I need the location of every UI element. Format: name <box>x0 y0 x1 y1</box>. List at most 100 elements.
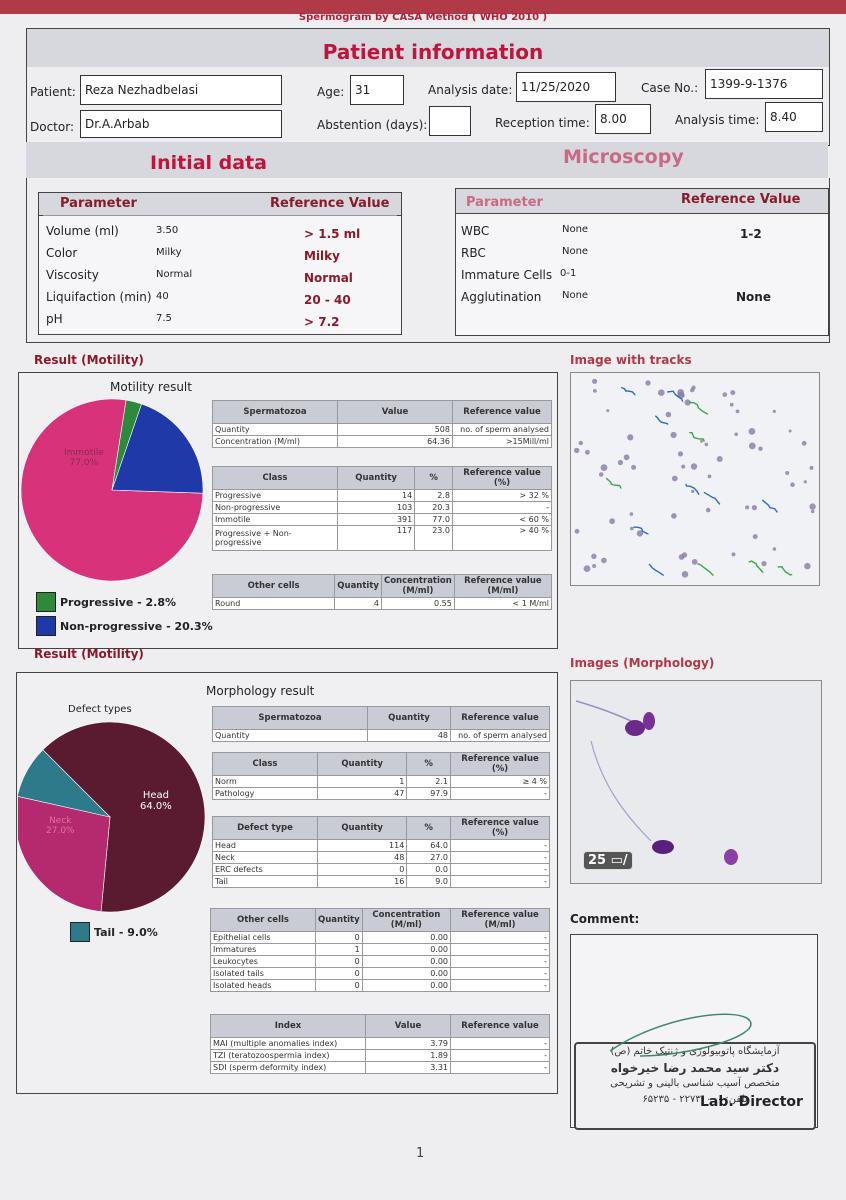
th-reference: Reference value <box>452 400 552 424</box>
cell-dot <box>623 454 630 461</box>
cell-dot <box>690 463 698 470</box>
cell-dot <box>574 447 580 454</box>
cell-ref: - <box>450 875 550 888</box>
cell-qty: 0 <box>315 955 363 968</box>
cell-value: 508 <box>337 423 453 436</box>
cell-qty: 47 <box>316 787 408 800</box>
cell-value: 1.89 <box>365 1049 451 1062</box>
micro-param-value: None <box>562 246 589 257</box>
cell-name: MAI (multiple anomalies index) <box>210 1037 366 1050</box>
cell-conc: 0.00 <box>361 943 452 956</box>
micro-param-value: None <box>562 290 589 301</box>
doctor-label: Doctor: <box>30 120 74 134</box>
cell-name: Progressive <box>212 489 338 502</box>
cell-dot <box>691 489 695 494</box>
cell-ref: - <box>450 943 550 956</box>
motility-pie-label-immotile: Immotile <box>64 448 104 458</box>
pie-slice-head <box>42 721 206 913</box>
sperm-head-2 <box>643 712 655 730</box>
sperm-tail-2 <box>590 740 652 842</box>
cell-dot <box>751 505 757 511</box>
morph-pie-head-pct: 64.0% <box>140 801 172 812</box>
morphology-section-title: Result (Motility) <box>34 647 144 661</box>
cell-name: Concentration (M/ml) <box>212 435 338 448</box>
motility-other-table: Other cells Quantity Concentration (M/ml) R… <box>211 574 553 610</box>
cell-pct: 0.0 <box>406 863 451 876</box>
cell-pct: 9.0 <box>406 875 451 888</box>
cell-dot <box>761 561 767 567</box>
abstention-field <box>429 106 471 136</box>
cell-name: Norm <box>212 775 318 788</box>
table-row: SDI (sperm deformity index) 3.31- <box>210 1061 550 1074</box>
cell-dot <box>636 530 644 537</box>
th-reference: Reference value (%) <box>450 752 550 776</box>
pie-slice-neck <box>18 796 111 912</box>
cell-ref: - <box>450 979 550 992</box>
microscopy-table-header <box>456 189 828 214</box>
table-row: ERC defects 0 0.0- <box>212 863 550 876</box>
th-quantity: Quantity <box>367 706 451 730</box>
cell-dot <box>801 440 807 446</box>
analysis-time-field: 8.40 <box>765 102 823 132</box>
table-row: Head 114 64.0- <box>212 839 550 852</box>
cell-pct: 77.0 <box>414 513 453 526</box>
cell-dot <box>591 553 597 559</box>
motion-track <box>633 526 649 535</box>
motility-pie-chart <box>20 398 204 582</box>
motion-track <box>667 390 684 402</box>
morph-pie-neck-pct: 27.0% <box>46 826 75 836</box>
morphology-images-title: Images (Morphology) <box>570 656 715 670</box>
initial-param-header: Parameter <box>60 196 137 211</box>
initial-ref-header: Reference Value <box>270 196 390 211</box>
microscopy-title: Microscopy <box>563 146 684 168</box>
cell-qty: 4 <box>334 597 382 610</box>
morphology-image: 25 ▭/ <box>570 680 822 884</box>
cell-dot <box>804 562 811 570</box>
patient-section-title: Patient information <box>322 40 544 64</box>
motion-track <box>777 566 793 576</box>
microscopy-param-header: Parameter <box>466 195 543 210</box>
morph-class-table: Class Quantity% Reference value (%) Norm 1 2… <box>212 752 550 800</box>
age-field: 31 <box>350 75 404 105</box>
motility-section-title: Result (Motility) <box>34 353 144 367</box>
legend-tail-swatch <box>70 922 90 942</box>
cell-dot <box>645 380 651 386</box>
pie-slice-non-progressive <box>111 403 204 494</box>
cell-name: SDI (sperm deformity index) <box>210 1061 366 1074</box>
cell-name: Isolated heads <box>210 979 316 992</box>
cell-ref: - <box>450 955 550 968</box>
morph-sperm-table: Spermatozoa Quantity Reference value Quant… <box>212 706 550 742</box>
motion-track <box>703 491 721 505</box>
table-row: Immotile 391 77.0 < 60 % <box>212 513 552 526</box>
motion-track <box>697 562 714 577</box>
cell-dot <box>629 512 634 516</box>
cell-dot <box>592 378 598 384</box>
sperm-head-3 <box>652 840 674 854</box>
th-class: Class <box>212 752 318 776</box>
cell-dot <box>803 480 807 484</box>
micro-param-value: None <box>562 224 589 235</box>
signature-mark <box>609 1013 752 1057</box>
table-row: Quantity 508 no. of sperm analysed <box>212 423 552 436</box>
table-row: Isolated tails 0 0.00- <box>210 967 550 980</box>
morph-index-table: Index Value Reference value MAI (multiple … <box>210 1014 550 1074</box>
cell-qty: 114 <box>316 839 408 852</box>
cell-name: Non-progressive <box>212 501 338 514</box>
cell-name: Head <box>212 839 318 852</box>
analysis-time-label: Analysis time: <box>675 113 760 127</box>
lab-stamp: آزمایشگاه پاتوبیولوژی و ژنتیک خاتم (ص) د… <box>574 1042 816 1130</box>
cell-dot <box>735 409 740 414</box>
table-row: Round 4 0.55 < 1 M/ml <box>211 597 553 610</box>
patient-name-field: Reza Nezhadbelasi <box>80 75 282 105</box>
cell-ref: ≥ 4 % <box>450 775 550 788</box>
legend-progressive-label: Progressive - 2.8% <box>60 596 177 609</box>
table-row: Isolated heads 0 0.00- <box>210 979 550 992</box>
cell-conc: 0.00 <box>361 931 452 944</box>
lab-director-label: Lab. Director <box>700 1094 803 1110</box>
stamp-line-4: تلفن: ۲۲۷۳۰۰۰۰ - ۶۵۲۳۵ <box>642 1094 748 1105</box>
morph-pie-head-name: Head <box>142 790 169 801</box>
th-percent: % <box>406 816 451 840</box>
legend-nonprogressive-label: Non-progressive - 20.3% <box>60 620 213 633</box>
cell-value: 64.36 <box>337 435 453 448</box>
